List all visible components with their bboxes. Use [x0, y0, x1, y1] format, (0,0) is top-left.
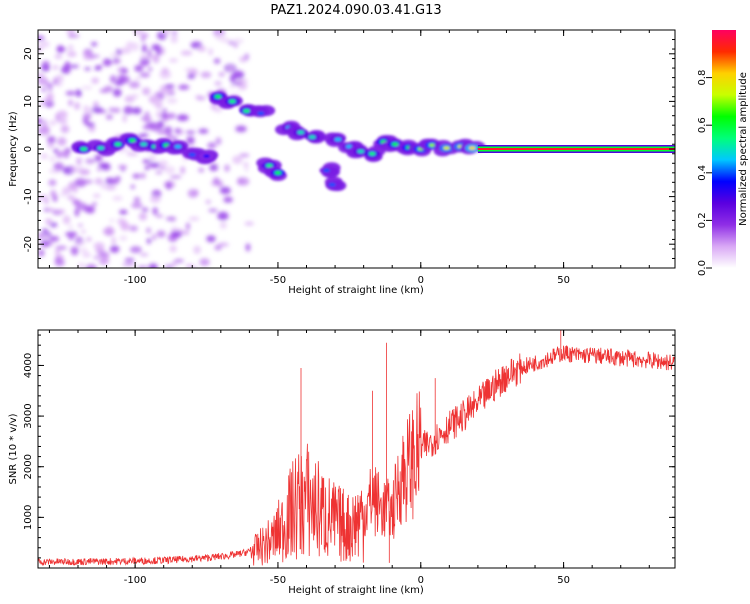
x-tick-label: -50	[270, 275, 286, 286]
colorbar-tick-label: 0.0	[697, 260, 708, 276]
spectrogram-ylabel: Frequency (Hz)	[8, 111, 19, 187]
spectrogram-panel: -100 -50 0 50 20 10 0 -10 -20 Height of straigh…	[8, 29, 676, 296]
y-tick-label: 1000	[23, 505, 34, 530]
x-tick-label: -50	[270, 575, 286, 586]
y-tick-label: 2000	[23, 454, 34, 479]
y-tick-label: -10	[23, 188, 34, 204]
y-tick-label: 0	[23, 146, 34, 152]
x-tick-label: 50	[557, 275, 570, 286]
colorbar-gradient	[712, 30, 736, 268]
x-tick-label: 0	[418, 275, 424, 286]
snr-xlabel: Height of straight line (km)	[288, 585, 424, 596]
colorbar: 0.0 0.2 0.4 0.6 0.8 Normalized spectral ampl…	[697, 30, 749, 276]
colorbar-label: Normalized spectral amplitude	[738, 72, 749, 226]
snr-series-line	[38, 330, 675, 567]
chart-title: PAZ1.2024.090.03.41.G13	[270, 3, 441, 18]
y-tick-label: 4000	[23, 353, 34, 378]
colorbar-tick-label: 0.6	[697, 117, 708, 133]
snr-panel: -100 -50 0 50 1000 2000 3000 4000 Height of st…	[8, 329, 676, 596]
spectrogram-ridge	[71, 91, 486, 192]
tone-line	[477, 148, 675, 150]
y-tick-label: 10	[23, 95, 34, 108]
spectrogram-xlabel: Height of straight line (km)	[288, 285, 424, 296]
colorbar-tick-label: 0.8	[697, 70, 708, 86]
y-tick-label: -20	[23, 236, 34, 252]
x-tick-label: -100	[124, 575, 147, 586]
y-tick-label: 3000	[23, 403, 34, 428]
x-tick-label: -100	[124, 275, 147, 286]
snr-ylabel: SNR (10 * v/v)	[8, 413, 19, 484]
x-tick-label: 50	[557, 575, 570, 586]
snr-frame	[37, 329, 676, 569]
y-tick-label: 20	[23, 47, 34, 60]
x-tick-label: 0	[418, 575, 424, 586]
colorbar-tick-label: 0.4	[697, 165, 708, 181]
colorbar-tick-label: 0.2	[697, 212, 708, 228]
